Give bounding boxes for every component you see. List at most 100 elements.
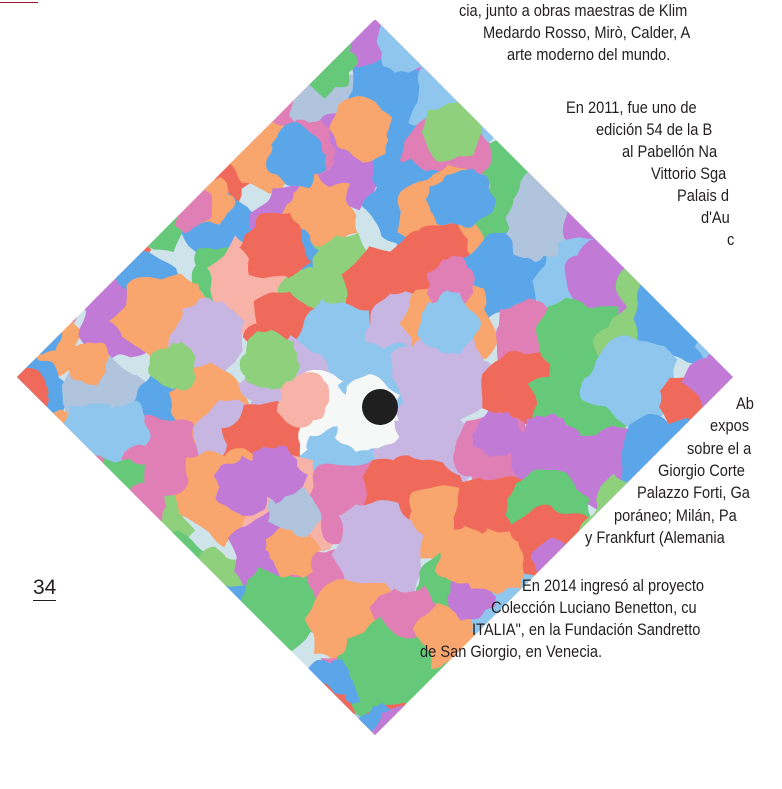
color-blob [697, 233, 733, 322]
color-blob [287, 19, 338, 59]
body-text-line: d'Au [701, 208, 730, 227]
color-blob [649, 649, 718, 710]
color-blob [577, 656, 669, 735]
body-text-line: Medardo Rosso, Mirò, Calder, A [483, 23, 691, 42]
color-blob [293, 19, 398, 28]
color-blob [246, 445, 308, 504]
color-blob [699, 19, 733, 85]
body-text-line: edición 54 de la B [596, 120, 713, 139]
color-blob [127, 19, 226, 32]
body-text-line: En 2011, fue uno de [566, 98, 697, 117]
color-blob [71, 589, 154, 679]
color-blob [703, 537, 733, 620]
color-blob [98, 118, 190, 217]
color-blob [0, 587, 12, 676]
color-blob [519, 117, 576, 179]
color-blob [239, 19, 291, 62]
color-blob [336, 616, 432, 731]
color-blob [17, 244, 91, 331]
color-blob [100, 400, 151, 453]
color-blob [118, 579, 221, 672]
color-blob [425, 168, 497, 228]
color-blob [17, 236, 35, 335]
color-blob [591, 167, 641, 218]
color-blob [578, 714, 662, 735]
body-text-line: expos [710, 416, 750, 435]
color-blob [457, 53, 506, 106]
color-blob [712, 19, 733, 28]
color-blob [266, 121, 327, 189]
color-blob [148, 341, 196, 391]
body-text-line: sobre el a [687, 439, 752, 458]
color-blob [17, 124, 34, 215]
color-blob [17, 395, 32, 493]
color-blob [276, 372, 330, 428]
color-blob [265, 703, 316, 735]
color-blob [44, 0, 129, 14]
color-blob [479, 694, 577, 735]
color-blob [521, 709, 599, 735]
color-blob [331, 500, 424, 606]
color-blob [670, 43, 723, 92]
color-blob [17, 367, 49, 421]
color-blob [694, 638, 733, 727]
color-blob [17, 50, 83, 141]
color-blob [505, 206, 560, 262]
color-blob [329, 96, 393, 163]
color-blob [37, 694, 103, 735]
page-number: 34 [33, 576, 57, 601]
color-blob [33, 683, 135, 735]
color-blob [0, 76, 14, 163]
body-text-line: En 2014 ingresó al proyecto [522, 576, 705, 595]
color-blob [426, 256, 475, 310]
body-text-line: de San Giorgio, en Venecia. [420, 642, 603, 661]
body-text-line: cia, junto a obras maestras de Klim [459, 1, 688, 20]
color-blob [190, 19, 267, 47]
body-text-line: arte moderno del mundo. [507, 45, 671, 64]
color-blob [376, 19, 441, 73]
color-blob [17, 161, 94, 250]
color-blob [511, 98, 568, 149]
color-blob [458, 531, 524, 595]
color-blob [247, 19, 344, 47]
color-blob [17, 465, 18, 564]
color-blob [17, 19, 67, 75]
color-blob [17, 479, 56, 528]
color-blob [71, 64, 143, 144]
color-blob [701, 33, 733, 94]
color-blob [128, 700, 210, 735]
color-blob [112, 530, 208, 619]
color-blob [51, 19, 148, 86]
color-blob [524, 413, 571, 464]
color-blob [45, 452, 100, 505]
color-blob [239, 212, 312, 279]
body-text-line: y Frankfurt (Alemania [585, 528, 725, 547]
color-blob [116, 48, 164, 97]
color-blob [529, 683, 599, 735]
body-text-line: Palazzo Forti, Ga [637, 483, 750, 502]
color-blob [17, 310, 63, 355]
color-blob [17, 508, 81, 567]
color-blob [115, 633, 218, 733]
color-blob [638, 634, 714, 715]
color-blob [202, 689, 255, 735]
color-blob [125, 57, 205, 141]
body-text-line: Vittorio Sga [651, 164, 727, 183]
color-blob [579, 335, 679, 430]
color-blob [17, 689, 102, 735]
color-blob [61, 342, 109, 386]
color-blob [53, 628, 153, 718]
body-text-line: Ab [736, 394, 754, 413]
body-text-line: ITALIA", en la Fundación Sandretto [472, 620, 701, 639]
color-blob [180, 691, 264, 735]
color-blob [686, 686, 733, 735]
color-blob [17, 19, 35, 118]
color-blob [60, 452, 111, 498]
color-blob [421, 101, 483, 162]
body-text-line: Palais d [677, 186, 730, 205]
color-blob [17, 474, 73, 556]
color-blob [46, 136, 133, 222]
color-blob [17, 716, 25, 735]
